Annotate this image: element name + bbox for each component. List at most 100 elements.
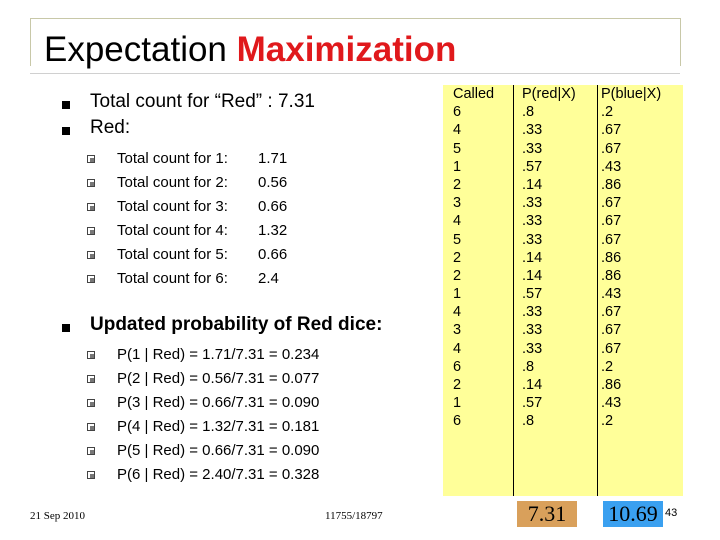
called-cell: 2 — [453, 267, 462, 284]
p-red-cell: .33 — [522, 304, 543, 321]
title-underline — [30, 73, 680, 74]
square-bullet-icon — [87, 471, 95, 479]
p-blue-column: P(blue|X) .2.67.67.43.86.67.67.67.86.86.4… — [601, 85, 679, 496]
p-blue-cell: .86 — [601, 377, 622, 393]
red-total-box: 7.31 — [517, 501, 577, 527]
p-blue-cell: .67 — [601, 231, 622, 248]
p-red-cell: .33 — [522, 195, 543, 212]
p-blue-cell: .86 — [601, 267, 622, 284]
p-blue-cell: .67 — [601, 322, 622, 339]
page-number: 43 — [665, 507, 678, 519]
bullet-icon — [62, 101, 70, 109]
p-red-cell: .57 — [522, 158, 543, 175]
title-main: Expectation — [44, 30, 237, 69]
count-value: 0.66 — [258, 198, 288, 215]
count-value: 1.32 — [258, 222, 288, 239]
blue-total-box: 10.69 — [603, 501, 663, 527]
footer-course: 11755/18797 — [325, 510, 383, 522]
count-label: Total count for 3: — [117, 198, 228, 215]
called-cell: 3 — [453, 195, 462, 212]
p-blue-cell: .67 — [601, 195, 622, 212]
title-accent: Maximization — [236, 30, 457, 69]
called-cell: 1 — [453, 158, 462, 175]
p-red-cell: .57 — [522, 395, 543, 412]
called-cell: 2 — [453, 249, 462, 266]
count-label: Total count for 5: — [117, 246, 228, 263]
p-blue-cell: .67 — [601, 304, 622, 321]
called-cell: 3 — [453, 322, 462, 339]
p-blue-cell: .67 — [601, 122, 622, 139]
p-red-column: P(red|X) .8.33.33.57.14.33.33.33.14.14.57… — [522, 85, 600, 496]
red-label-text: Red: — [90, 117, 131, 138]
called-cell: 6 — [453, 413, 462, 430]
count-value: 2.4 — [258, 270, 279, 287]
footer-date: 21 Sep 2010 — [30, 510, 85, 522]
square-bullet-icon — [87, 399, 95, 407]
p-blue-cell: .2 — [601, 358, 614, 375]
slide-title: Expectation Maximization — [44, 30, 456, 70]
p-blue-cell: .86 — [601, 249, 622, 266]
p-blue-cell: .86 — [601, 176, 622, 193]
table-header: P(red|X) — [522, 86, 576, 102]
title-frame-left — [30, 18, 31, 66]
p-blue-cell: .43 — [601, 395, 622, 412]
square-bullet-icon — [87, 447, 95, 455]
p-blue-cell: .2 — [601, 104, 614, 121]
title-frame-right — [680, 18, 681, 66]
probability-line: P(1 | Red) = 1.71/7.31 = 0.234 — [117, 346, 320, 363]
called-cell: 1 — [453, 395, 462, 412]
p-red-cell: .14 — [522, 267, 543, 284]
p-blue-cell: .67 — [601, 140, 622, 157]
p-red-cell: .33 — [522, 340, 543, 357]
p-red-cell: .14 — [522, 176, 543, 193]
p-blue-cell: .67 — [601, 340, 622, 357]
square-bullet-icon — [87, 275, 95, 283]
count-value: 0.56 — [258, 174, 288, 191]
count-value: 0.66 — [258, 246, 288, 263]
red-total-text: Total count for “Red” : 7.31 — [90, 91, 315, 112]
called-cell: 5 — [453, 231, 462, 248]
p-red-cell: .33 — [522, 213, 543, 230]
p-red-cell: .33 — [522, 322, 543, 339]
column-divider — [597, 85, 598, 496]
called-cell: 4 — [453, 122, 462, 139]
title-frame-top — [30, 18, 680, 19]
p-red-cell: .33 — [522, 140, 543, 157]
square-bullet-icon — [87, 251, 95, 259]
square-bullet-icon — [87, 423, 95, 431]
square-bullet-icon — [87, 375, 95, 383]
called-column: Called 6 4 5 1 2 3 4 5 2 2 1 4 3 4 6 2 1 6 — [453, 85, 511, 496]
column-divider — [513, 85, 514, 496]
called-cell: 6 — [453, 104, 462, 121]
square-bullet-icon — [87, 351, 95, 359]
p-blue-cell: .43 — [601, 158, 622, 175]
updated-probability-heading: Updated probability of Red dice: — [90, 314, 383, 335]
probability-line: P(2 | Red) = 0.56/7.31 = 0.077 — [117, 370, 320, 387]
called-cell: 4 — [453, 340, 462, 357]
count-label: Total count for 6: — [117, 270, 228, 287]
count-label: Total count for 1: — [117, 150, 228, 167]
p-red-cell: .33 — [522, 122, 543, 139]
p-blue-cell: .67 — [601, 213, 622, 230]
called-cell: 4 — [453, 304, 462, 321]
p-red-cell: .8 — [522, 104, 535, 121]
called-cell: 6 — [453, 358, 462, 375]
p-red-cell: .8 — [522, 413, 535, 430]
square-bullet-icon — [87, 155, 95, 163]
square-bullet-icon — [87, 203, 95, 211]
called-cell: 1 — [453, 286, 462, 303]
square-bullet-icon — [87, 227, 95, 235]
p-red-cell: .57 — [522, 286, 543, 303]
bullet-icon — [62, 324, 70, 332]
called-cell: 4 — [453, 213, 462, 230]
p-blue-cell: .2 — [601, 413, 614, 430]
square-bullet-icon — [87, 179, 95, 187]
probability-line: P(6 | Red) = 2.40/7.31 = 0.328 — [117, 466, 320, 483]
table-header: P(blue|X) — [601, 86, 662, 102]
probability-line: P(5 | Red) = 0.66/7.31 = 0.090 — [117, 442, 320, 459]
p-red-cell: .14 — [522, 249, 543, 266]
called-cell: 2 — [453, 176, 462, 193]
count-value: 1.71 — [258, 150, 288, 167]
table-header: Called — [453, 86, 495, 102]
probability-line: P(4 | Red) = 1.32/7.31 = 0.181 — [117, 418, 320, 435]
